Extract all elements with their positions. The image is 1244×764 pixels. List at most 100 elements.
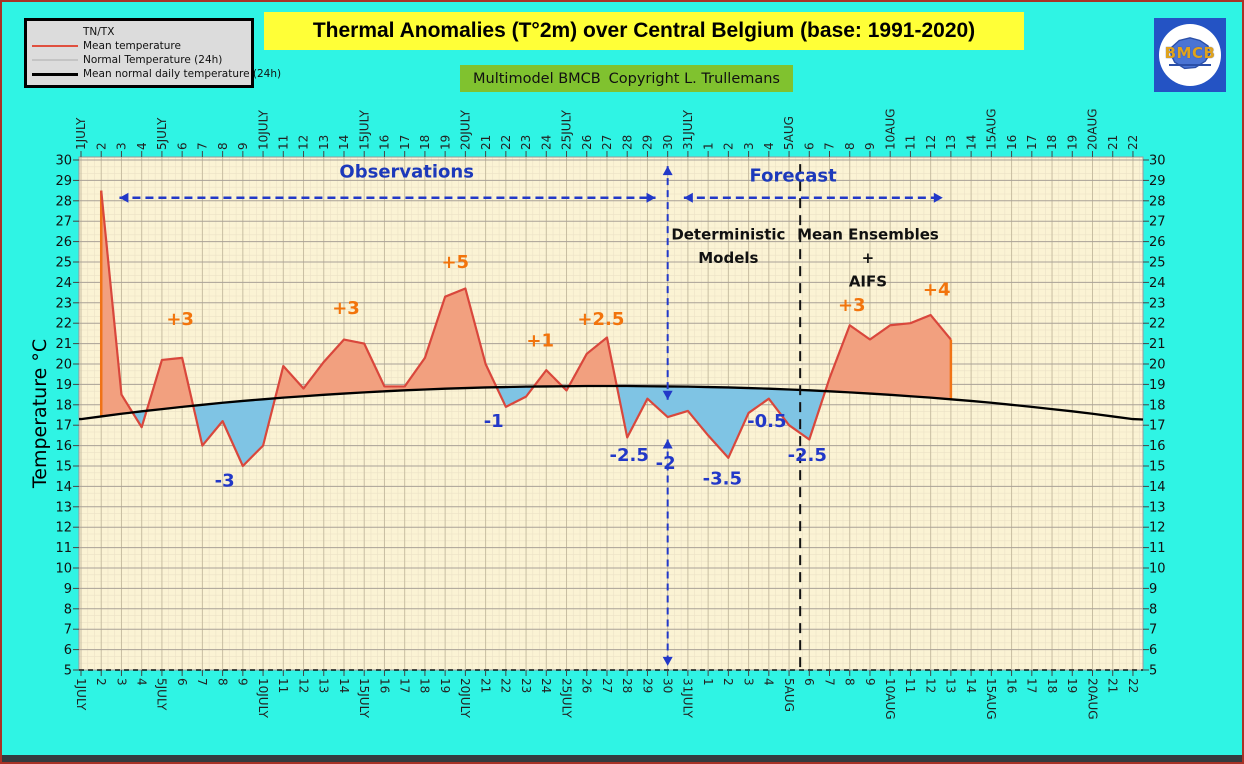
legend-item-label: Mean temperature — [83, 39, 181, 52]
y-axis-label-left: 23 — [55, 296, 72, 311]
x-axis-label-bottom: 14 — [964, 678, 978, 693]
legend: TN/TX Mean temperature Normal Temperatur… — [24, 18, 281, 88]
x-axis-label-top: 14 — [337, 135, 351, 150]
x-axis-label-top: 5AUG — [782, 116, 796, 150]
x-axis-label-bottom: 22 — [1126, 678, 1140, 693]
zone-label-observations: Observations — [339, 161, 474, 182]
x-axis-label-bottom: 9 — [863, 678, 877, 686]
x-axis-label-bottom: 8 — [215, 678, 229, 686]
y-axis-label-right: 13 — [1149, 500, 1166, 515]
x-axis-label-bottom: 2 — [94, 678, 108, 686]
x-axis-label-top: 20JULY — [459, 109, 473, 150]
anomaly-label: -2.5 — [610, 445, 649, 466]
x-axis-label-bottom: 3 — [741, 678, 755, 686]
y-axis-label-left: 17 — [55, 419, 72, 434]
y-axis-label-left: 18 — [55, 398, 72, 413]
x-axis-label-top: 27 — [600, 135, 614, 150]
x-axis-label-bottom: 13 — [944, 678, 958, 693]
x-axis-label-top: 5JULY — [155, 117, 169, 150]
x-axis-label-bottom: 5AUG — [782, 678, 796, 712]
legend-item: Normal Temperature (24h) — [32, 54, 246, 67]
x-axis-label-bottom: 13 — [317, 678, 331, 693]
y-axis-label-left: 19 — [55, 378, 72, 393]
x-axis-label-bottom: 21 — [478, 678, 492, 693]
forecast-arrow — [683, 192, 943, 203]
x-axis-label-bottom: 4 — [762, 678, 776, 686]
x-axis-label-bottom: 12 — [296, 678, 310, 693]
x-axis-label-bottom: 18 — [1045, 678, 1059, 693]
y-axis-label-left: 22 — [55, 317, 72, 332]
x-axis-label-bottom: 16 — [1004, 678, 1018, 693]
x-axis-label-top: 13 — [944, 135, 958, 150]
y-axis-label-left: 10 — [55, 562, 72, 577]
x-axis-label-bottom: 10JULY — [256, 678, 270, 719]
x-axis-label-top: 18 — [418, 135, 432, 150]
y-axis-label-right: 6 — [1149, 643, 1157, 658]
x-axis-label-top: 11 — [904, 135, 918, 150]
y-axis-label-right: 30 — [1149, 154, 1166, 169]
bmcb-logo-subtext — [1169, 63, 1211, 66]
x-axis-label-bottom: 18 — [418, 678, 432, 693]
x-axis-label-bottom: 20JULY — [458, 678, 472, 719]
legend-swatch-normal-temperature — [32, 59, 78, 62]
bmcb-logo-text: BMCB — [1164, 44, 1216, 63]
x-axis-label-top: 15AUG — [985, 108, 999, 150]
x-axis-label-bottom: 26 — [580, 678, 594, 693]
x-axis-label-top: 1JULY — [74, 117, 88, 150]
legend-item-label: Mean normal daily temperature (24h) — [83, 68, 282, 81]
x-axis-label-bottom: 27 — [600, 678, 614, 693]
arrowhead-icon — [683, 192, 693, 203]
x-axis-label-bottom: 29 — [640, 678, 654, 693]
x-axis-label-top: 10AUG — [883, 108, 897, 150]
y-axis-label-right: 25 — [1149, 256, 1166, 271]
x-axis-label-bottom: 11 — [276, 678, 290, 693]
x-axis-label-top: 19 — [1065, 135, 1079, 150]
x-axis-label-bottom: 28 — [620, 678, 634, 693]
x-axis-label-bottom: 17 — [1025, 678, 1039, 693]
subtitle-copyright: Copyright L. Trullemans — [608, 70, 780, 87]
y-axis-label-right: 21 — [1149, 337, 1166, 352]
axis-ticks — [73, 151, 1149, 676]
anomaly-label: +3 — [838, 295, 866, 316]
arrowhead-icon — [646, 192, 656, 203]
x-axis-label-bottom: 20AUG — [1085, 678, 1099, 720]
x-axis-label-top: 21 — [479, 135, 493, 150]
x-axis-label-bottom: 16 — [377, 678, 391, 693]
y-axis-label-left: 12 — [55, 521, 72, 536]
x-axis-label-top: 9 — [236, 142, 250, 150]
x-axis-label-top: 23 — [519, 135, 533, 150]
x-axis-label-top: 22 — [499, 135, 513, 150]
zone-label-deterministic: Deterministic — [671, 226, 785, 244]
x-axis-label-bottom: 7 — [195, 678, 209, 686]
anomaly-label: -3.5 — [703, 468, 742, 489]
x-axis-label-bottom: 10AUG — [883, 678, 897, 720]
y-axis-label-left: 20 — [55, 358, 72, 373]
y-axis-label-left: 13 — [55, 500, 72, 515]
y-axis-label-right: 16 — [1149, 439, 1166, 454]
zone-label-models: Models — [698, 249, 758, 267]
x-axis-label-top: 2 — [722, 142, 736, 150]
bmcb-logo: BMCB — [1154, 18, 1226, 92]
y-axis-label-right: 7 — [1149, 623, 1157, 638]
anomaly-label: -0.5 — [747, 411, 786, 432]
anomaly-label: +3 — [332, 298, 360, 319]
zone-label-forecast: Forecast — [750, 165, 838, 186]
y-axis-label-right: 23 — [1149, 296, 1166, 311]
y-axis-label-left: 15 — [55, 460, 72, 475]
x-axis-label-top: 9 — [863, 142, 877, 150]
x-axis-label-top: 16 — [378, 135, 392, 150]
bmcb-logo-circle: BMCB — [1159, 24, 1221, 86]
x-axis-label-top: 21 — [1106, 135, 1120, 150]
arrowhead-icon — [662, 166, 673, 176]
y-axis-label-left: 5 — [64, 664, 72, 679]
anomaly-label: -2.5 — [788, 445, 827, 466]
y-axis-label-left: 29 — [55, 174, 72, 189]
legend-swatch-none — [32, 31, 78, 33]
x-axis-label-top: 17 — [398, 135, 412, 150]
y-axis-label-right: 10 — [1149, 562, 1166, 577]
zone-label--: + — [862, 249, 875, 267]
x-axis-label-top: 25JULY — [560, 109, 574, 150]
x-axis-label-top: 29 — [641, 135, 655, 150]
x-axis-label-top: 7 — [196, 142, 210, 150]
